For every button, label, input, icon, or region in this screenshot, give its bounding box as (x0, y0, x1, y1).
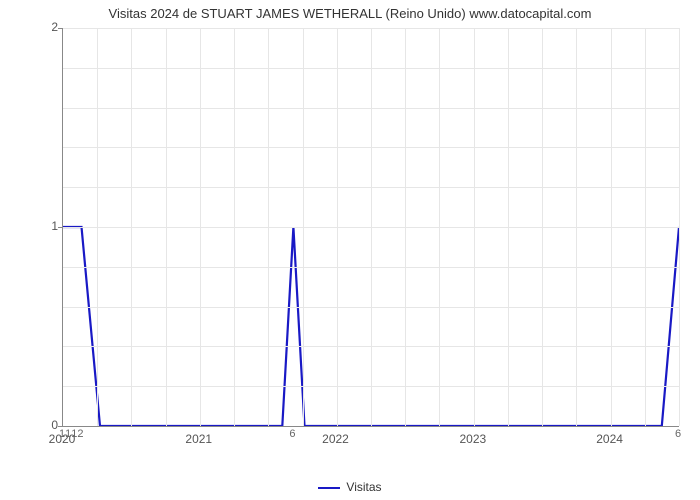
y-axis-label: 0 (18, 418, 58, 432)
x-axis-label: 2022 (322, 432, 349, 446)
grid-vertical-minor (542, 28, 543, 426)
grid-vertical-minor (508, 28, 509, 426)
y-tick (58, 227, 63, 228)
grid-vertical-minor (645, 28, 646, 426)
legend: Visitas (0, 480, 700, 494)
plot-area (62, 28, 679, 427)
grid-vertical-minor (268, 28, 269, 426)
point-label: 6 (675, 428, 681, 440)
grid-vertical-minor (303, 28, 304, 426)
grid-vertical (337, 28, 338, 426)
grid-vertical-minor (371, 28, 372, 426)
grid-vertical (200, 28, 201, 426)
x-axis-label: 2024 (596, 432, 623, 446)
legend-swatch (318, 487, 340, 489)
x-axis-label: 2021 (185, 432, 212, 446)
grid-vertical-minor (166, 28, 167, 426)
grid-vertical-minor (679, 28, 680, 426)
grid-vertical (474, 28, 475, 426)
grid-vertical-minor (439, 28, 440, 426)
y-tick (58, 28, 63, 29)
y-axis-label: 1 (18, 219, 58, 233)
grid-vertical-minor (97, 28, 98, 426)
chart-title: Visitas 2024 de STUART JAMES WETHERALL (… (0, 6, 700, 21)
point-label: 6 (289, 428, 295, 440)
grid-vertical-minor (131, 28, 132, 426)
y-tick (58, 426, 63, 427)
y-axis-label: 2 (18, 20, 58, 34)
grid-vertical-minor (234, 28, 235, 426)
x-axis-label: 2023 (460, 432, 487, 446)
grid-vertical-minor (405, 28, 406, 426)
grid-vertical-minor (576, 28, 577, 426)
point-label: 2 (77, 428, 83, 440)
legend-label: Visitas (346, 480, 381, 494)
grid-vertical (611, 28, 612, 426)
